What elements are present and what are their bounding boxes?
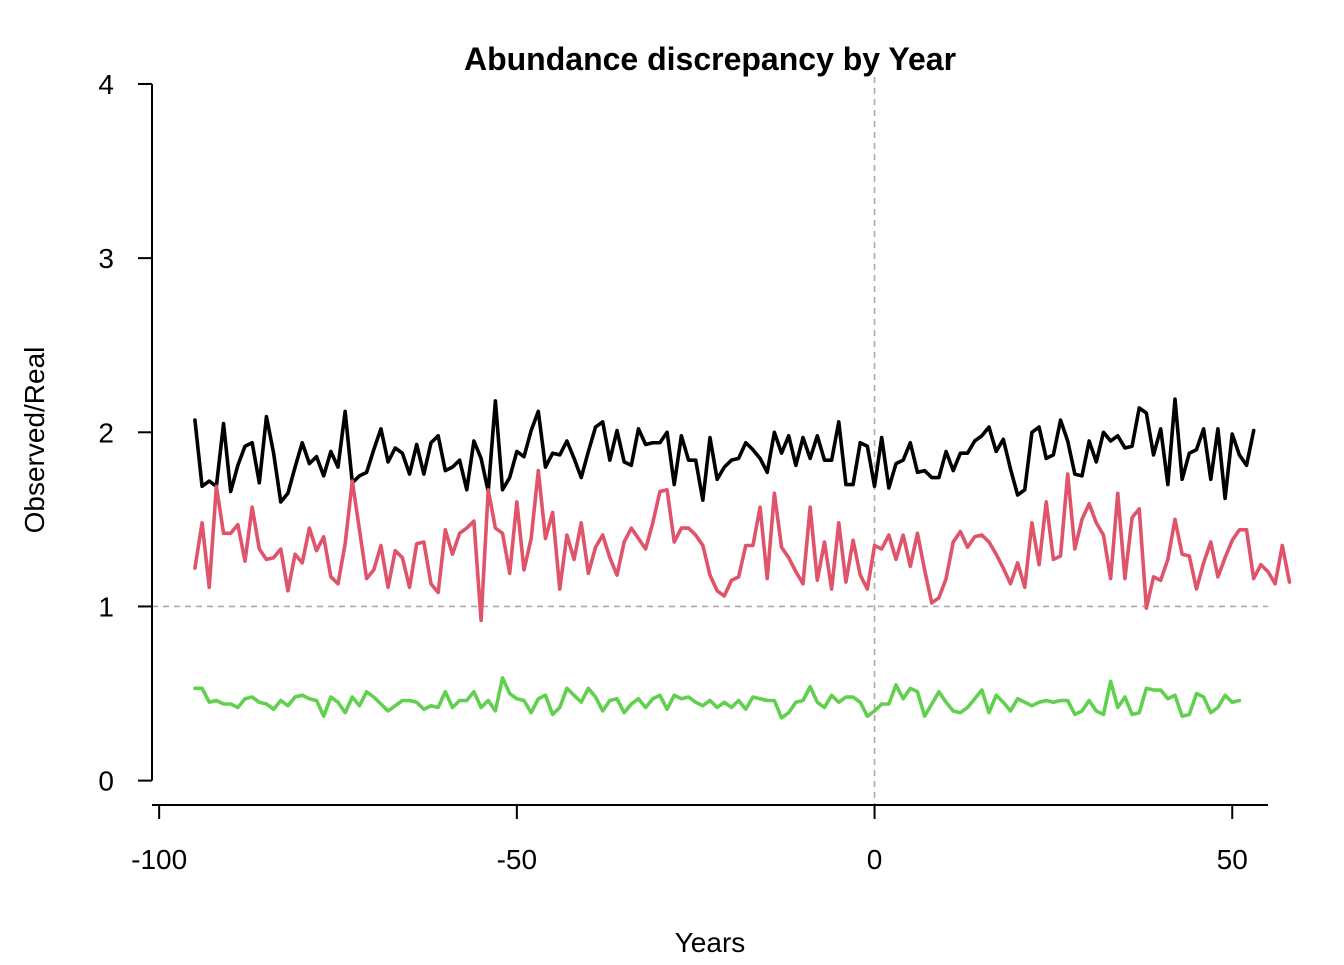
x-axis-label: Years: [675, 927, 746, 958]
axes: -100 -50 0 50 0 1 2 3 4: [98, 69, 1268, 875]
x-tick-label: 0: [867, 844, 883, 875]
x-tick-label: -100: [131, 844, 187, 875]
series-lines: [193, 397, 1292, 720]
y-axis-label: Observed/Real: [19, 347, 50, 534]
y-tick-label: 2: [98, 417, 114, 448]
x-tick-label: -50: [497, 844, 537, 875]
x-tick-label: 50: [1217, 844, 1248, 875]
y-tick-label: 4: [98, 69, 114, 100]
y-tick-label: 3: [98, 243, 114, 274]
series-line-1: [193, 397, 1256, 504]
chart-title: Abundance discrepancy by Year: [464, 41, 956, 77]
series-line-3: [193, 676, 1242, 720]
y-tick-label: 1: [98, 591, 114, 622]
reference-lines: [152, 77, 1268, 805]
y-tick-label: 0: [98, 766, 114, 797]
series-line-2: [193, 468, 1292, 623]
